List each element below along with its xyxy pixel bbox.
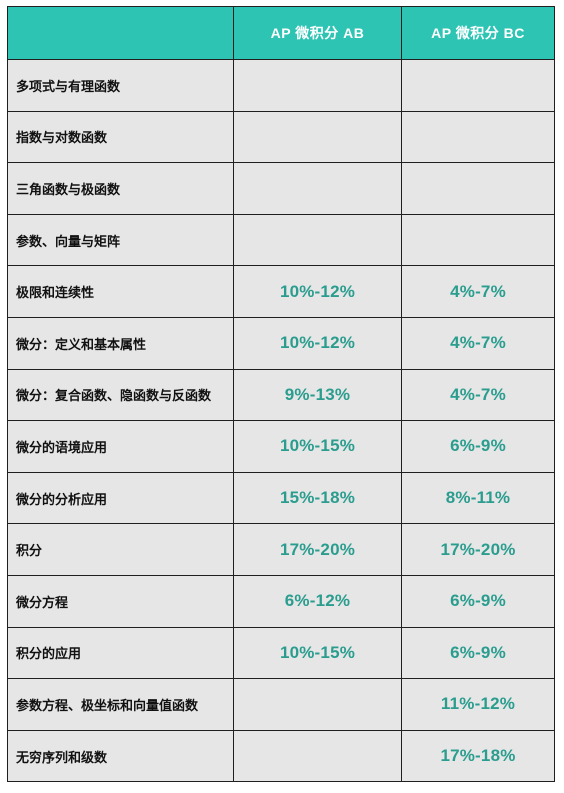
- table-row: 微分方程 6%-12% 6%-9%: [7, 574, 555, 628]
- table-row: 参数、向量与矩阵: [7, 213, 555, 267]
- topic-cell: 积分的应用: [7, 626, 234, 680]
- bc-percent-cell: [401, 162, 555, 215]
- table-row: 微分：定义和基本属性 10%-12% 4%-7%: [7, 316, 555, 370]
- topic-cell: 微分的语境应用: [7, 420, 234, 473]
- ab-percent-cell: 17%-20%: [233, 523, 402, 576]
- header-corner-cell: [7, 6, 234, 60]
- topic-cell: 无穷序列和级数: [7, 729, 234, 783]
- ab-percent-cell: 15%-18%: [233, 471, 402, 525]
- ab-percent-cell: 10%-15%: [233, 626, 402, 680]
- bc-percent-cell: 17%-18%: [401, 729, 555, 783]
- ab-percent-cell: [233, 59, 402, 112]
- bc-percent-cell: [401, 213, 555, 267]
- bc-percent-cell: 8%-11%: [401, 471, 555, 525]
- ab-percent-cell: 9%-13%: [233, 368, 402, 422]
- table-row: 指数与对数函数: [7, 110, 555, 164]
- topic-cell: 指数与对数函数: [7, 110, 234, 164]
- bc-percent-cell: [401, 59, 555, 112]
- table-row: 微分的分析应用 15%-18% 8%-11%: [7, 471, 555, 525]
- ab-percent-cell: [233, 213, 402, 267]
- ab-percent-cell: 10%-12%: [233, 316, 402, 370]
- exam-weighting-table-container: AP 微积分 AB AP 微积分 BC 多项式与有理函数 指数与对数函数 三角函…: [7, 6, 555, 783]
- bc-percent-cell: 4%-7%: [401, 265, 555, 318]
- ab-percent-cell: [233, 110, 402, 164]
- header-row: AP 微积分 AB AP 微积分 BC: [7, 6, 555, 60]
- table-row: 积分 17%-20% 17%-20%: [7, 523, 555, 576]
- ab-percent-cell: 10%-15%: [233, 420, 402, 473]
- bc-percent-cell: [401, 110, 555, 164]
- table-row: 极限和连续性 10%-12% 4%-7%: [7, 265, 555, 318]
- topic-cell: 微分：定义和基本属性: [7, 316, 234, 370]
- header-ab: AP 微积分 AB: [233, 6, 402, 60]
- topic-cell: 微分的分析应用: [7, 471, 234, 525]
- ab-percent-cell: [233, 678, 402, 731]
- topic-cell: 极限和连续性: [7, 265, 234, 318]
- header-bc: AP 微积分 BC: [401, 6, 555, 60]
- ab-percent-cell: 10%-12%: [233, 265, 402, 318]
- bc-percent-cell: 6%-9%: [401, 626, 555, 680]
- topic-cell: 多项式与有理函数: [7, 59, 234, 112]
- bc-percent-cell: 17%-20%: [401, 523, 555, 576]
- table-row: 微分的语境应用 10%-15% 6%-9%: [7, 420, 555, 473]
- topic-cell: 参数方程、极坐标和向量值函数: [7, 678, 234, 731]
- topic-cell: 三角函数与极函数: [7, 162, 234, 215]
- table-row: 积分的应用 10%-15% 6%-9%: [7, 626, 555, 680]
- topic-cell: 微分方程: [7, 574, 234, 628]
- ab-percent-cell: [233, 162, 402, 215]
- bc-percent-cell: 6%-9%: [401, 420, 555, 473]
- table-row: 参数方程、极坐标和向量值函数 11%-12%: [7, 678, 555, 731]
- topic-cell: 积分: [7, 523, 234, 576]
- topic-cell: 微分：复合函数、隐函数与反函数: [7, 368, 234, 422]
- topic-cell: 参数、向量与矩阵: [7, 213, 234, 267]
- table-row: 微分：复合函数、隐函数与反函数 9%-13% 4%-7%: [7, 368, 555, 422]
- bc-percent-cell: 4%-7%: [401, 368, 555, 422]
- table-row: 三角函数与极函数: [7, 162, 555, 215]
- bc-percent-cell: 4%-7%: [401, 316, 555, 370]
- table-row: 多项式与有理函数: [7, 59, 555, 112]
- ab-percent-cell: 6%-12%: [233, 574, 402, 628]
- bc-percent-cell: 11%-12%: [401, 678, 555, 731]
- ab-percent-cell: [233, 729, 402, 783]
- table-row: 无穷序列和级数 17%-18%: [7, 729, 555, 783]
- exam-weighting-table: AP 微积分 AB AP 微积分 BC 多项式与有理函数 指数与对数函数 三角函…: [7, 6, 555, 783]
- bc-percent-cell: 6%-9%: [401, 574, 555, 628]
